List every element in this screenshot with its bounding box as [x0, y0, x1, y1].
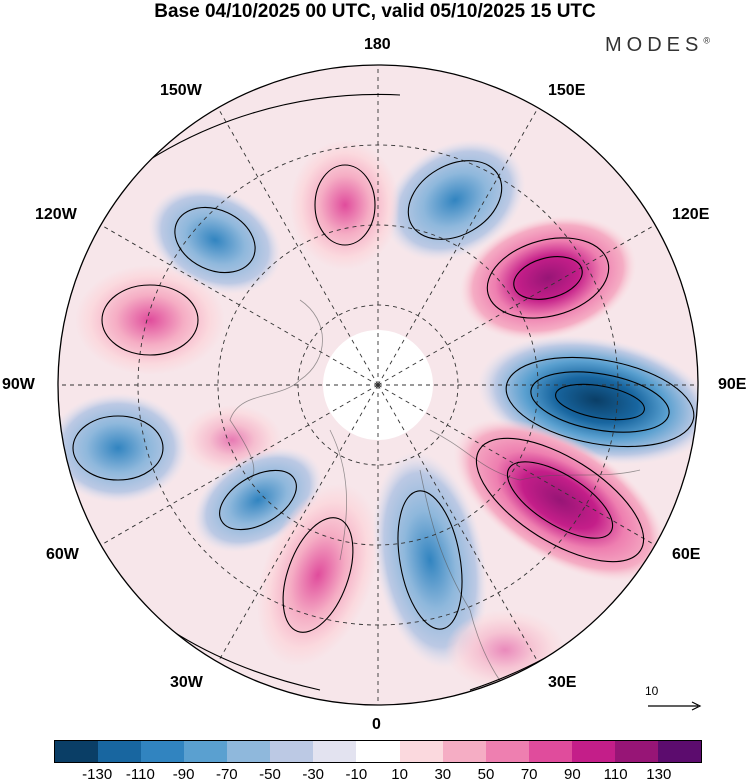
label-30w: 30W	[170, 674, 203, 691]
upper-right-magenta-lobe	[459, 215, 637, 341]
land-outline	[229, 299, 641, 701]
logo-mark: ®	[703, 35, 710, 46]
colorbar-swatch	[227, 741, 271, 762]
colorbar-swatch	[571, 741, 615, 762]
colorbar-swatch	[313, 741, 357, 762]
colorbar-tick-label: -70	[215, 766, 238, 783]
colorbar-swatch	[55, 741, 99, 762]
label-90e: 90E	[718, 376, 747, 393]
colorbar-swatch	[141, 741, 185, 762]
streamlines	[72, 93, 698, 691]
anomaly-field	[58, 65, 698, 705]
map-title: Base 04/10/2025 00 UTC, valid 05/10/2025…	[154, 1, 596, 22]
label-30e: 30E	[548, 674, 577, 691]
colorbar-tick-label: -30	[302, 766, 325, 783]
graticule	[58, 65, 698, 705]
left-pink-lobe	[75, 265, 225, 375]
top-pink-lobe	[290, 140, 400, 270]
logo-text: MODES	[605, 34, 704, 56]
label-60w: 60W	[46, 546, 79, 563]
colorbar-swatch	[98, 741, 142, 762]
colorbar-swatch	[528, 741, 572, 762]
label-120w: 120W	[35, 206, 77, 223]
colorbar-swatch	[184, 741, 228, 762]
colorbar-swatch	[485, 741, 529, 762]
label-90w: 90W	[2, 376, 35, 393]
reference-vector-head	[691, 701, 702, 711]
colorbar-swatch	[442, 741, 486, 762]
left-blue-lobe	[58, 393, 188, 503]
colorbar-tick-label: 130	[646, 766, 672, 783]
colorbar-swatch	[270, 741, 314, 762]
colorbar-tick-label: 70	[520, 766, 538, 783]
colorbar-tick-label: -90	[172, 766, 195, 783]
label-120e: 120E	[672, 206, 710, 223]
colorbar-tick-label: -10	[345, 766, 368, 783]
label-150e: 150E	[548, 82, 586, 99]
bottom-right-pink-lobe	[445, 610, 565, 690]
colorbar-swatch	[657, 741, 701, 762]
colorbar-tick-label: 50	[477, 766, 495, 783]
modes-logo: MODES®	[605, 34, 710, 57]
colorbar	[54, 740, 702, 763]
label-180: 180	[364, 36, 391, 53]
top-left-blue-lobe	[148, 185, 282, 295]
label-60e: 60E	[672, 546, 701, 563]
reference-vector-label: 10	[645, 684, 659, 698]
e-magenta-lobe	[453, 418, 667, 582]
colorbar-tick-label: 90	[564, 766, 581, 783]
label-0: 0	[372, 716, 381, 733]
colorbar-tick-label: -110	[125, 766, 155, 783]
colorbar-tick-label: 10	[391, 766, 408, 783]
colorbar-swatch	[356, 741, 400, 762]
colorbar-swatch	[399, 741, 443, 762]
colorbar-tick-label: -50	[259, 766, 281, 783]
colorbar-ticks: -130 -110 -90 -70 -50 -30 -10 10 30 50 70 90 110 130	[0, 766, 750, 783]
label-150w: 150W	[160, 82, 202, 99]
bottom-blue-lobe	[372, 451, 488, 669]
map-border	[57, 64, 699, 706]
colorbar-tick-label: -130	[82, 766, 113, 783]
colorbar-swatch	[614, 741, 658, 762]
colorbar-tick-label: 30	[434, 766, 452, 783]
bottom-pink-lobe	[256, 483, 380, 667]
colorbar-tick-label: 110	[603, 766, 628, 783]
